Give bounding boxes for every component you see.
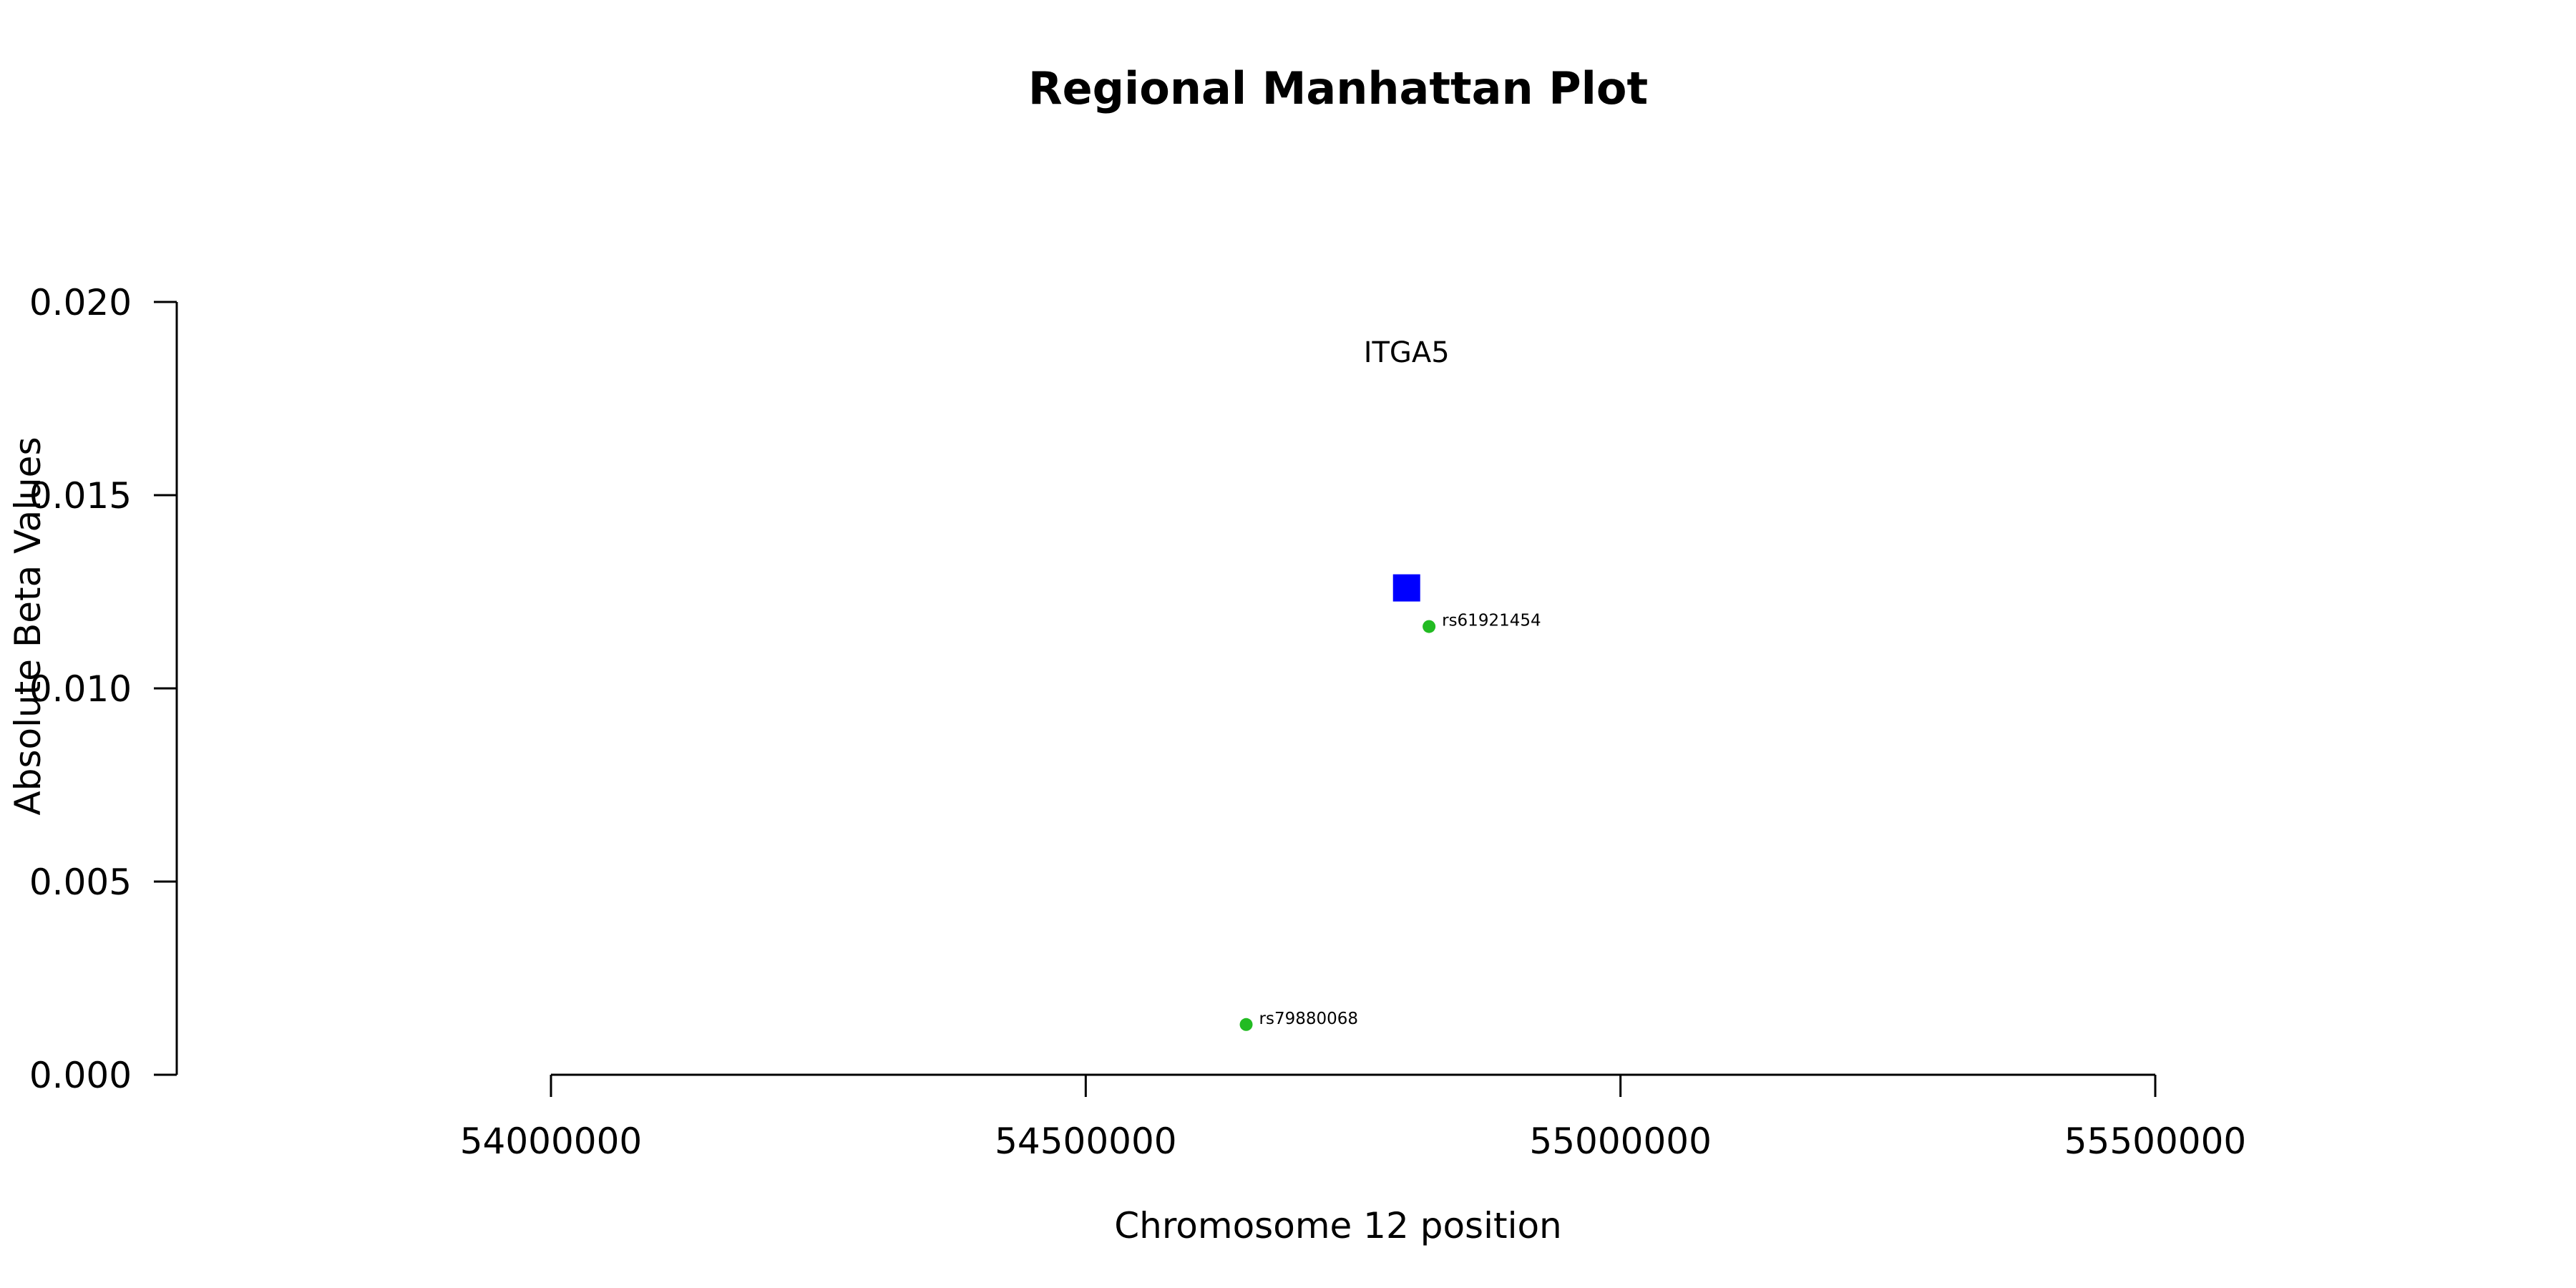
x-axis-label: Chromosome 12 position [1114, 1205, 1562, 1246]
x-tick-label: 54500000 [995, 1121, 1177, 1162]
gene-marker-itga5 [1392, 574, 1420, 602]
snp-label: rs61921454 [1442, 612, 1541, 630]
snp-point [1423, 620, 1436, 633]
y-tick-label: 0.020 [29, 282, 132, 323]
chart-title: Regional Manhattan Plot [1028, 62, 1648, 114]
y-tick-label: 0.000 [29, 1055, 132, 1096]
y-tick-label: 0.015 [29, 475, 132, 517]
x-tick-label: 55000000 [1529, 1121, 1712, 1162]
x-tick-label: 55500000 [2064, 1121, 2247, 1162]
y-axis-label: Absolute Beta Values [7, 437, 49, 816]
y-axis-ticks: 0.000 0.005 0.010 0.015 0.020 [29, 282, 177, 1096]
x-axis-ticks: 54000000 54500000 55000000 55500000 [460, 1075, 2247, 1162]
snp-point [1239, 1018, 1253, 1031]
x-tick-label: 54000000 [460, 1121, 643, 1162]
gene-label: ITGA5 [1364, 336, 1450, 369]
plot-marks: ITGA5 rs61921454 rs79880068 [1239, 336, 1541, 1031]
snp-label: rs79880068 [1259, 1010, 1359, 1028]
y-tick-label: 0.010 [29, 668, 132, 710]
y-tick-label: 0.005 [29, 862, 132, 903]
